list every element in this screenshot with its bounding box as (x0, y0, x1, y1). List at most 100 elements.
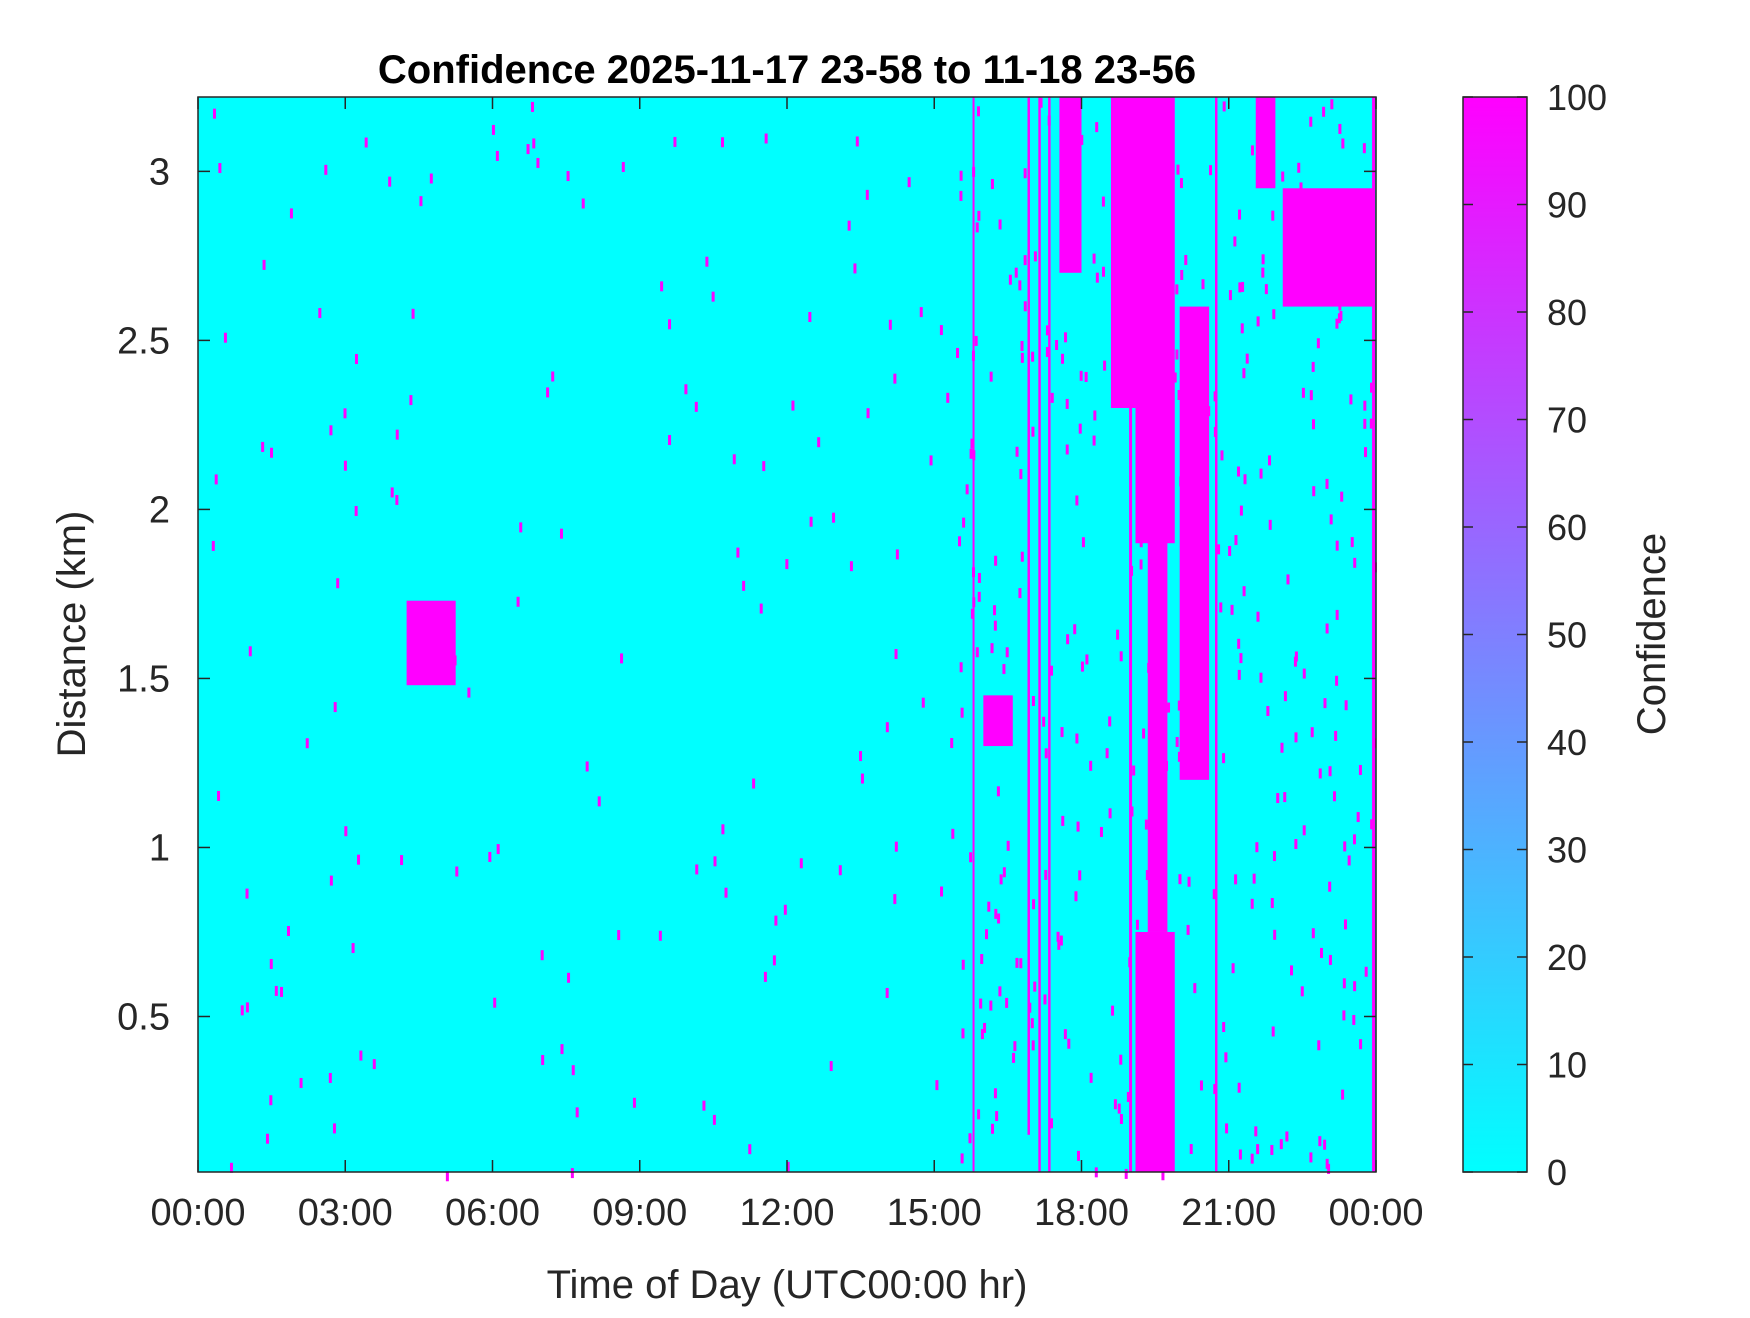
heatmap-cell (987, 901, 991, 912)
heatmap-cell (1114, 337, 1118, 348)
heatmap-cell (1055, 339, 1059, 350)
heatmap-cell (1158, 1025, 1162, 1036)
heatmap-cell (894, 841, 898, 852)
heatmap-cell (265, 1133, 269, 1144)
heatmap-cell (1362, 221, 1366, 232)
heatmap-cell (1271, 1026, 1275, 1037)
heatmap-cell (1005, 647, 1009, 658)
heatmap-band (1135, 931, 1175, 1172)
heatmap-cell (1101, 196, 1105, 207)
heatmap-cell (1031, 696, 1035, 707)
heatmap-cell (960, 707, 964, 718)
heatmap-cell (351, 943, 355, 954)
heatmap-cell (1270, 1144, 1274, 1155)
heatmap-cell (772, 955, 776, 966)
heatmap-cell (318, 308, 322, 319)
heatmap-cell (980, 953, 984, 964)
x-axis: 00:00 03:00 06:00 09:00 12:00 15:00 18:00 21:00… (150, 97, 1424, 1234)
heatmap-cell (1261, 254, 1265, 265)
heatmap-cell (1213, 391, 1217, 402)
colorbar-tick-label: 100 (1547, 77, 1607, 118)
heatmap-cell (532, 138, 536, 149)
colorbar-tick-label: 40 (1547, 722, 1587, 763)
heatmap-cell (329, 875, 333, 886)
heatmap-cell (1063, 101, 1067, 112)
heatmap-cell (1256, 1144, 1260, 1155)
heatmap-cell (959, 190, 963, 201)
heatmap-cell (1342, 978, 1346, 989)
heatmap-cell (1290, 965, 1294, 976)
heatmap-cell (1370, 382, 1374, 393)
heatmap-cell (1128, 957, 1132, 968)
heatmap-cell (1239, 653, 1243, 664)
x-tick-label: 18:00 (1034, 1192, 1129, 1234)
heatmap-cell (1176, 164, 1180, 175)
heatmap-cell (270, 447, 274, 458)
heatmap-cell (1337, 313, 1341, 324)
heatmap-cell (1238, 1149, 1242, 1160)
heatmap-cell (211, 540, 215, 551)
heatmap-cell (921, 697, 925, 708)
heatmap-cell (632, 1097, 636, 1108)
heatmap-cell (1268, 455, 1272, 466)
heatmap-cell (1219, 602, 1223, 613)
heatmap-cell (919, 307, 923, 318)
heatmap-cell (1160, 187, 1164, 198)
heatmap-cell (859, 751, 863, 762)
heatmap-cell (1149, 1136, 1153, 1147)
heatmap-cell (1328, 881, 1332, 892)
heatmap-cell (832, 512, 836, 523)
heatmap-cell (971, 350, 975, 361)
heatmap-cell (560, 1044, 564, 1055)
heatmap-cell (1272, 309, 1276, 320)
heatmap-line (972, 97, 975, 1172)
heatmap-cell (1033, 251, 1037, 262)
heatmap-cell (977, 1109, 981, 1120)
heatmap-cell (713, 856, 717, 867)
heatmap-cell (229, 1162, 233, 1173)
heatmap-cell (1064, 332, 1068, 343)
heatmap-cell (1230, 604, 1234, 615)
heatmap-cell (809, 516, 813, 527)
heatmap-cell (1154, 605, 1158, 616)
heatmap-cell (1363, 418, 1367, 429)
heatmap-cell (1066, 634, 1070, 645)
heatmap-cell (1080, 661, 1084, 672)
heatmap-cell (526, 144, 530, 155)
heatmap-cell (1239, 505, 1243, 516)
heatmap-cell (993, 605, 997, 616)
heatmap-cell (1073, 132, 1077, 143)
heatmap-cell (752, 778, 756, 789)
heatmap-cell (996, 786, 1000, 797)
y-tick-label: 1 (149, 827, 170, 869)
heatmap-cell (1078, 423, 1082, 434)
heatmap-cell (1243, 474, 1247, 485)
heatmap-cell (1154, 791, 1158, 802)
heatmap-cell (885, 987, 889, 998)
heatmap-cell (742, 580, 746, 591)
heatmap-cell (1370, 819, 1374, 830)
heatmap-cell (1242, 368, 1246, 379)
heatmap-cell (1023, 301, 1027, 312)
heatmap-line (1129, 97, 1133, 1172)
colorbar-tick-label: 30 (1547, 830, 1587, 871)
heatmap-cell (1175, 349, 1179, 360)
heatmap-cell (998, 219, 1002, 230)
heatmap-cell (1186, 924, 1190, 935)
heatmap-cell (1071, 101, 1075, 112)
heatmap-cell (1078, 870, 1082, 881)
heatmap-cell (1064, 156, 1068, 167)
y-tick-label: 2.5 (117, 320, 170, 362)
heatmap-cell (453, 655, 457, 666)
heatmap-cell (280, 986, 284, 997)
heatmap-cell (970, 608, 974, 619)
heatmap-cell (940, 886, 944, 897)
heatmap-cell (1178, 874, 1182, 885)
heatmap-band (1179, 306, 1210, 780)
heatmap-cell (372, 1059, 376, 1070)
heatmap-cell (720, 137, 724, 148)
heatmap-cell (1238, 282, 1242, 293)
heatmap-cell (1005, 997, 1009, 1008)
heatmap-cell (357, 854, 361, 865)
heatmap-cell (702, 1100, 706, 1111)
